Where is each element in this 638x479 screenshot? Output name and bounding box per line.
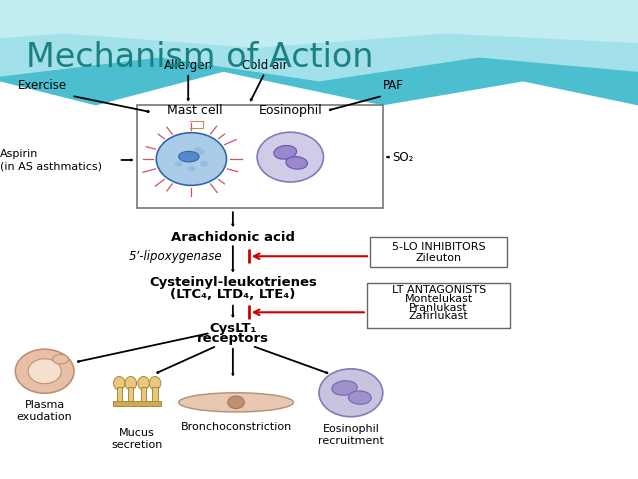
Text: Mucus
secretion: Mucus secretion bbox=[112, 428, 163, 450]
FancyBboxPatch shape bbox=[152, 387, 158, 402]
Text: LT ANTAGONISTS: LT ANTAGONISTS bbox=[392, 285, 486, 295]
Ellipse shape bbox=[149, 376, 161, 390]
Text: Arachidonic acid: Arachidonic acid bbox=[171, 230, 295, 244]
Polygon shape bbox=[0, 0, 638, 81]
Text: PAF: PAF bbox=[383, 79, 404, 92]
Text: Cysteinyl-leukotrienes: Cysteinyl-leukotrienes bbox=[149, 276, 317, 289]
Text: Pranlukast: Pranlukast bbox=[410, 303, 468, 312]
Text: CysLT₁: CysLT₁ bbox=[209, 321, 256, 335]
Circle shape bbox=[28, 359, 61, 384]
Polygon shape bbox=[0, 0, 638, 48]
Text: Zileuton: Zileuton bbox=[415, 253, 462, 263]
Text: Zafirlukast: Zafirlukast bbox=[409, 311, 468, 320]
Circle shape bbox=[257, 132, 323, 182]
Text: Montelukast: Montelukast bbox=[404, 295, 473, 304]
Circle shape bbox=[175, 161, 182, 167]
Circle shape bbox=[181, 151, 189, 157]
FancyBboxPatch shape bbox=[141, 387, 146, 402]
Ellipse shape bbox=[125, 376, 137, 390]
Text: Cold air: Cold air bbox=[242, 59, 288, 72]
FancyBboxPatch shape bbox=[128, 387, 133, 402]
FancyBboxPatch shape bbox=[367, 283, 510, 328]
Circle shape bbox=[319, 369, 383, 417]
Ellipse shape bbox=[179, 393, 293, 412]
Text: SO₂: SO₂ bbox=[392, 150, 414, 164]
Circle shape bbox=[200, 161, 208, 167]
Text: Eosinophil: Eosinophil bbox=[258, 104, 322, 117]
Text: Aspirin
(in AS asthmatics): Aspirin (in AS asthmatics) bbox=[0, 149, 102, 171]
Polygon shape bbox=[0, 0, 638, 105]
Ellipse shape bbox=[332, 381, 357, 395]
Ellipse shape bbox=[274, 146, 297, 159]
Ellipse shape bbox=[138, 376, 149, 390]
Text: 5’-lipoxygenase: 5’-lipoxygenase bbox=[129, 250, 222, 263]
FancyBboxPatch shape bbox=[370, 237, 507, 267]
Text: Plasma
exudation: Plasma exudation bbox=[17, 400, 73, 422]
FancyBboxPatch shape bbox=[137, 105, 383, 208]
Circle shape bbox=[188, 166, 195, 171]
Text: Exercise: Exercise bbox=[18, 79, 67, 92]
Text: Eosinophil
recruitment: Eosinophil recruitment bbox=[318, 424, 384, 446]
Text: Allergen: Allergen bbox=[164, 59, 212, 72]
FancyBboxPatch shape bbox=[117, 387, 122, 402]
Text: Mast cell: Mast cell bbox=[167, 104, 223, 117]
Circle shape bbox=[228, 396, 244, 409]
FancyBboxPatch shape bbox=[113, 401, 161, 406]
Ellipse shape bbox=[52, 354, 68, 364]
Text: (LTC₄, LTD₄, LTE₄): (LTC₄, LTD₄, LTE₄) bbox=[170, 288, 295, 301]
Text: Bronchoconstriction: Bronchoconstriction bbox=[181, 422, 292, 432]
Ellipse shape bbox=[286, 157, 308, 169]
Text: 5-LO INHIBITORS: 5-LO INHIBITORS bbox=[392, 241, 486, 251]
Text: Mechanism of Action: Mechanism of Action bbox=[26, 41, 373, 74]
Circle shape bbox=[194, 147, 202, 152]
Circle shape bbox=[15, 349, 74, 393]
Ellipse shape bbox=[179, 151, 199, 162]
Ellipse shape bbox=[114, 376, 125, 390]
Circle shape bbox=[197, 149, 205, 155]
Circle shape bbox=[156, 133, 226, 185]
Ellipse shape bbox=[348, 391, 371, 404]
Text: receptors: receptors bbox=[197, 332, 269, 345]
